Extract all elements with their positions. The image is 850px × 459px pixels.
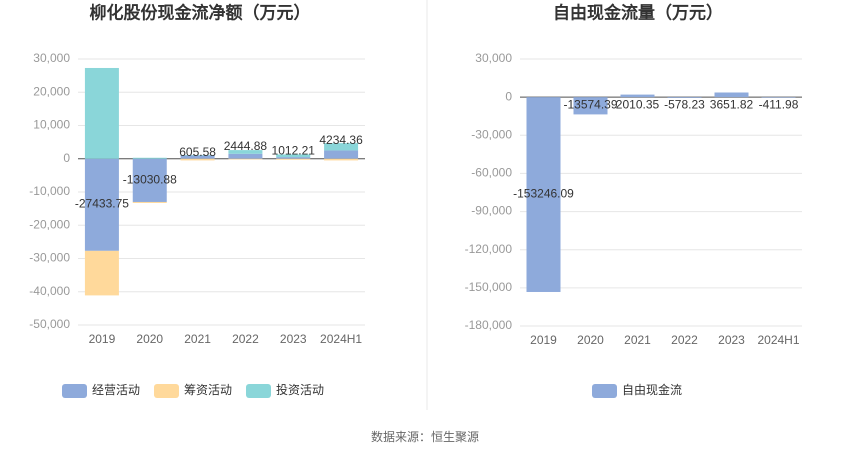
- y-tick-label: -50,000: [29, 317, 70, 331]
- legend-label: 筹资活动: [184, 383, 232, 397]
- y-tick-label: -180,000: [465, 318, 513, 332]
- total-label: -27433.75: [75, 197, 129, 211]
- x-tick-label: 2022: [671, 333, 698, 347]
- legend-swatch: [246, 384, 271, 398]
- bar: [620, 94, 655, 98]
- x-tick-label: 2024H1: [320, 332, 362, 346]
- bar: [180, 155, 215, 156]
- y-tick-label: -30,000: [471, 127, 512, 141]
- x-tick-label: 2019: [530, 333, 557, 347]
- source: 数据来源：恒生聚源: [371, 429, 479, 444]
- y-tick-label: -30,000: [29, 251, 70, 265]
- y-tick-label: -60,000: [471, 166, 512, 180]
- value-label: -578.23: [664, 97, 705, 111]
- y-tick-label: -90,000: [471, 204, 512, 218]
- bar: [324, 143, 359, 151]
- bar: [276, 158, 311, 160]
- y-tick-label: -120,000: [465, 242, 513, 256]
- bar: [132, 158, 167, 202]
- x-tick-label: 2021: [184, 332, 211, 346]
- value-label: 3651.82: [710, 97, 754, 111]
- x-tick-label: 2023: [718, 333, 745, 347]
- legend-swatch: [154, 384, 179, 398]
- y-tick-label: -40,000: [29, 284, 70, 298]
- legend-label: 经营活动: [92, 383, 140, 397]
- bar: [276, 157, 311, 159]
- bar: [526, 97, 561, 292]
- x-tick-label: 2020: [577, 333, 604, 347]
- bar: [180, 155, 215, 159]
- y-tick-label: 20,000: [33, 84, 70, 98]
- legend-swatch: [62, 384, 87, 398]
- chart-title: 自由现金流量（万元）: [553, 2, 723, 22]
- x-tick-label: 2021: [624, 333, 651, 347]
- value-label: -13574.39: [563, 97, 617, 111]
- legend-label: 投资活动: [276, 382, 324, 397]
- total-label: -13030.88: [123, 173, 177, 187]
- y-tick-label: 30,000: [33, 51, 70, 65]
- bar: [228, 158, 263, 160]
- bar: [180, 158, 215, 161]
- total-label: 2444.88: [224, 139, 268, 153]
- bar: [228, 153, 263, 159]
- y-tick-label: -20,000: [29, 217, 70, 231]
- bar: [573, 97, 608, 115]
- x-tick-label: 2019: [89, 332, 116, 346]
- bar: [276, 154, 311, 158]
- x-tick-label: 2023: [280, 332, 307, 346]
- legend-swatch: [592, 384, 617, 398]
- y-tick-label: 30,000: [475, 51, 512, 65]
- y-tick-label: 10,000: [33, 118, 70, 132]
- bar: [84, 67, 119, 159]
- bar: [761, 97, 796, 98]
- total-label: 4234.36: [319, 133, 363, 147]
- value-label: 2010.35: [616, 97, 660, 111]
- bar: [324, 150, 359, 159]
- bar: [132, 201, 167, 203]
- bar: [84, 158, 119, 251]
- x-tick-label: 2022: [232, 332, 259, 346]
- bar: [324, 158, 359, 161]
- total-label: 605.58: [179, 145, 216, 159]
- x-tick-label: 2020: [136, 332, 163, 346]
- legend-label: 自由现金流: [622, 382, 682, 397]
- y-tick-label: -10,000: [29, 184, 70, 198]
- bar: [667, 97, 702, 98]
- x-tick-label: 2024H1: [757, 333, 799, 347]
- bar: [132, 157, 167, 159]
- bar: [228, 150, 263, 154]
- value-label: -411.98: [759, 97, 799, 111]
- value-label: -153246.09: [513, 187, 574, 201]
- y-tick-label: 0: [63, 151, 70, 165]
- y-tick-label: 0: [505, 89, 512, 103]
- chart-title: 柳化股份现金流净额（万元）: [90, 2, 311, 22]
- bar: [714, 92, 749, 98]
- bar: [84, 250, 119, 296]
- y-tick-label: -150,000: [465, 280, 513, 294]
- total-label: 1012.21: [272, 144, 316, 158]
